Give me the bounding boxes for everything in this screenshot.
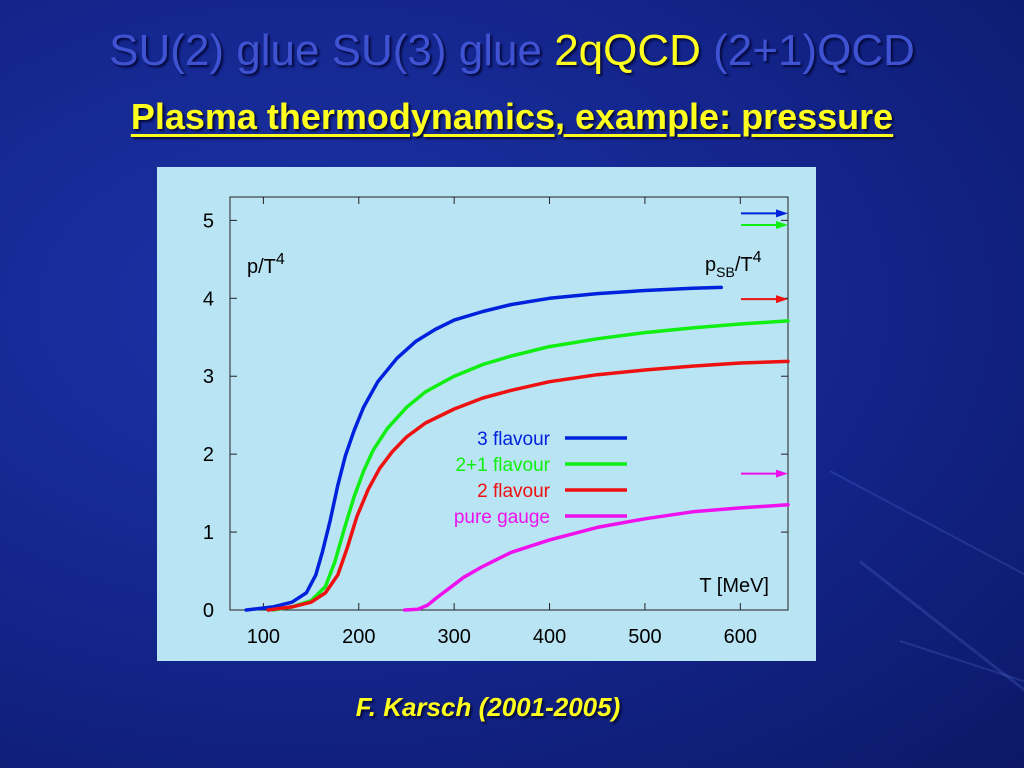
chart-panel: 100 200 300 400 500 600 0 1 2 3 4 5 p/T4 pSB/T4 T [MeV… xyxy=(157,167,816,661)
credit-line: F. Karsch (2001-2005) xyxy=(355,692,621,722)
y-tick-label: 1 xyxy=(203,522,214,544)
plot-frame xyxy=(229,196,789,611)
background-streak xyxy=(859,560,1024,711)
y-tick-label: 0 xyxy=(203,600,214,622)
title-highlight: 2qQCD xyxy=(554,26,701,75)
slide-title: SU(2) glue SU(3) glue 2qQCD (2+1)QCD xyxy=(0,26,1024,76)
series-line-pure-gauge xyxy=(402,503,790,612)
sb-label: pSB/T4 xyxy=(705,249,762,280)
x-axis-label: T [MeV] xyxy=(699,575,769,597)
legend-label-pure-gauge: pure gauge xyxy=(454,507,550,528)
x-tick-label: 600 xyxy=(724,626,757,648)
slide-subtitle: Plasma thermodynamics, example: pressure xyxy=(130,96,894,137)
y-axis-label: p/T4 xyxy=(247,251,285,278)
sb-arrow-head-pure-gauge xyxy=(776,469,788,478)
legend-label-2-1-flavour: 2+1 flavour xyxy=(455,455,550,476)
sb-arrow-head-2-1-flavour xyxy=(776,221,788,230)
x-tick-label: 500 xyxy=(628,626,661,648)
series-line-3-flavour xyxy=(244,285,723,612)
legend-label-2-flavour: 2 flavour xyxy=(477,481,551,502)
series-line-2-1-flavour xyxy=(271,319,790,612)
y-tick-label: 4 xyxy=(203,288,214,310)
y-tick-label: 2 xyxy=(203,444,214,466)
legend-label-3-flavour: 3 flavour xyxy=(477,429,551,450)
x-tick-label: 100 xyxy=(247,626,280,648)
sb-arrow-head-2-flavour xyxy=(776,295,788,304)
x-tick-label: 200 xyxy=(342,626,375,648)
pressure-chart: 100 200 300 400 500 600 0 1 2 3 4 5 p/T4 pSB/T4 T [MeV… xyxy=(203,196,790,648)
x-tick-label: 400 xyxy=(533,626,566,648)
y-tick-label: 5 xyxy=(203,210,214,232)
x-tick-label: 300 xyxy=(437,626,470,648)
sb-arrow-head-3-flavour xyxy=(776,209,788,218)
title-text-1: SU(2) glue SU(3) glue xyxy=(109,26,555,75)
background-streak xyxy=(829,470,1024,594)
series-line-2-flavour xyxy=(266,359,790,612)
title-text-2: (2+1)QCD xyxy=(700,26,915,75)
y-tick-label: 3 xyxy=(203,366,214,388)
